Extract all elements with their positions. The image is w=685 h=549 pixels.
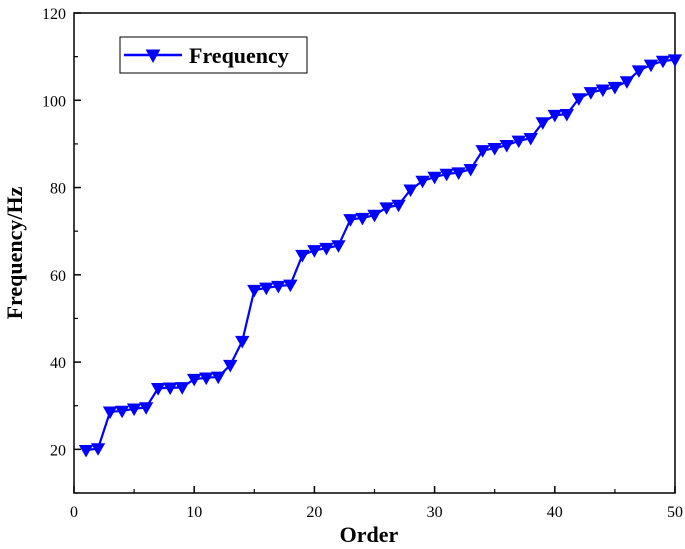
data-point-marker xyxy=(415,175,430,189)
legend-marker xyxy=(145,49,161,64)
series-line xyxy=(85,58,676,452)
data-point-marker xyxy=(331,240,346,253)
data-point-marker xyxy=(259,282,274,296)
data-point-marker xyxy=(607,81,623,95)
data-point-marker xyxy=(463,163,478,177)
data-point-marker xyxy=(90,443,106,456)
data-point-marker xyxy=(343,214,358,227)
data-point-marker xyxy=(655,55,671,69)
data-point-marker xyxy=(150,382,166,396)
data-point-marker xyxy=(187,373,202,387)
data-point-marker xyxy=(379,202,394,215)
data-point-marker xyxy=(619,76,635,89)
data-point-marker xyxy=(247,284,262,298)
legend-label: Frequency xyxy=(189,43,289,68)
axis-ticks xyxy=(73,12,676,494)
x-tick-label: 50 xyxy=(667,504,683,521)
x-tick-label: 10 xyxy=(186,504,202,521)
data-point-marker xyxy=(211,371,226,385)
data-point-marker xyxy=(223,359,238,373)
x-tick-label: 40 xyxy=(547,504,563,521)
data-point-marker xyxy=(319,242,334,256)
data-point-marker xyxy=(559,108,575,122)
data-point-marker xyxy=(487,142,502,156)
data-point-marker xyxy=(235,335,250,349)
data-point-marker xyxy=(162,382,178,396)
data-point-marker xyxy=(511,135,526,149)
y-tick-label: 100 xyxy=(42,93,66,110)
data-point-marker xyxy=(643,59,659,73)
data-point-marker xyxy=(126,403,142,417)
data-point-marker xyxy=(595,84,611,98)
data-point-marker xyxy=(138,402,154,415)
x-tick-label: 30 xyxy=(427,504,443,521)
data-point-marker xyxy=(499,139,514,153)
data-point-marker xyxy=(102,406,118,420)
y-tick-label: 120 xyxy=(42,6,66,23)
data-point-marker xyxy=(535,117,550,130)
data-point-marker xyxy=(174,382,190,395)
data-point-marker xyxy=(283,279,298,293)
data-point-marker xyxy=(475,145,490,158)
data-point-marker xyxy=(571,93,587,106)
data-point-marker xyxy=(295,249,310,263)
data-point-marker xyxy=(391,199,406,213)
data-point-marker xyxy=(667,54,683,67)
x-tick-label: 20 xyxy=(306,504,322,521)
y-tick-label: 40 xyxy=(50,355,66,372)
data-point-marker xyxy=(631,65,647,78)
data-point-marker xyxy=(547,109,562,123)
data-point-marker xyxy=(367,209,382,223)
data-point-marker xyxy=(199,372,214,386)
data-point-marker xyxy=(439,168,454,182)
data-point-marker xyxy=(355,212,370,226)
data-point-marker xyxy=(114,405,130,419)
y-tick-label: 80 xyxy=(50,181,66,198)
data-point-marker xyxy=(451,167,466,181)
x-tick-label: 0 xyxy=(70,504,78,521)
data-point-marker xyxy=(583,87,599,100)
plot-frame xyxy=(73,12,676,494)
data-point-marker xyxy=(523,132,538,146)
series-layer xyxy=(78,54,683,458)
legend: Frequency xyxy=(119,36,308,74)
axis-tick-labels: 0 10 20 30 40 50 20 40 60 80 100 120 xyxy=(42,6,683,521)
data-point-marker xyxy=(403,184,418,198)
data-point-marker xyxy=(78,444,94,458)
x-axis-title: Order xyxy=(340,522,399,547)
data-point-marker xyxy=(427,171,442,185)
data-point-marker xyxy=(271,280,286,294)
y-axis-title: Frequency/Hz xyxy=(2,186,27,319)
y-tick-label: 60 xyxy=(50,268,66,285)
y-tick-label: 20 xyxy=(50,442,66,459)
data-point-marker xyxy=(307,245,322,258)
